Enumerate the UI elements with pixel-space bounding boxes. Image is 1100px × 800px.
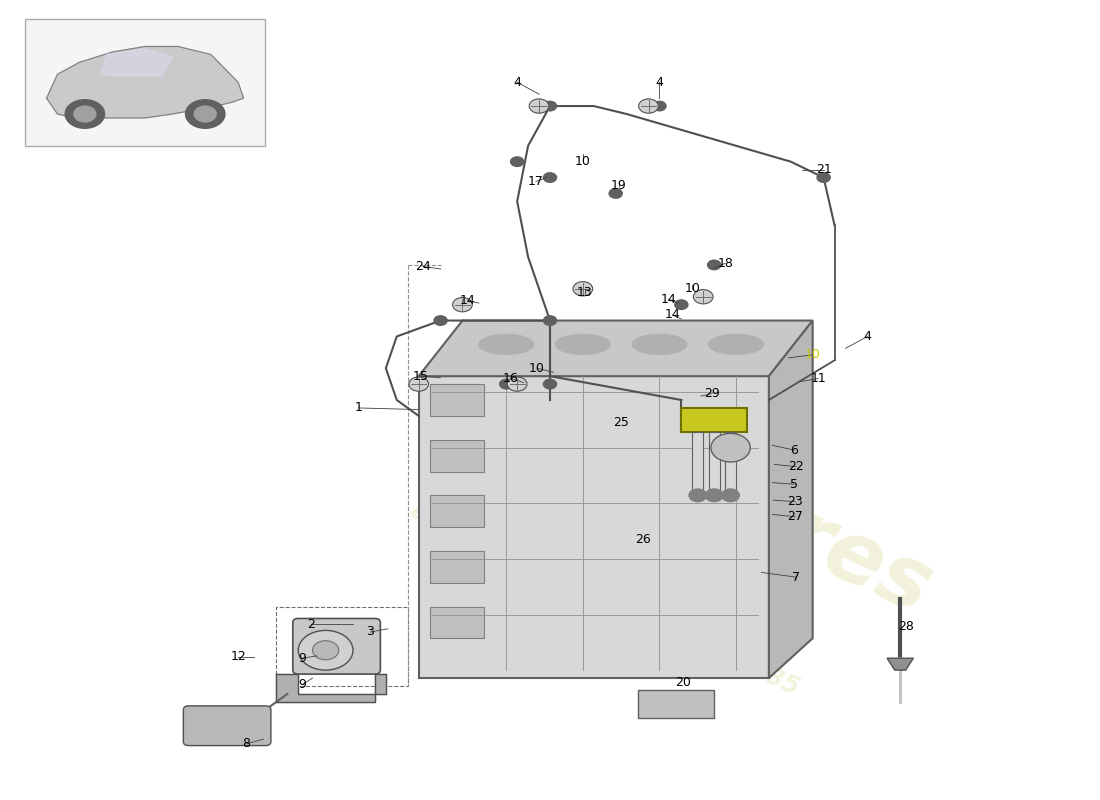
Text: 27: 27 <box>788 510 803 523</box>
Circle shape <box>711 434 750 462</box>
Text: 13: 13 <box>578 286 593 299</box>
Bar <box>276 606 408 686</box>
Circle shape <box>529 99 549 114</box>
Polygon shape <box>769 321 813 678</box>
Bar <box>638 690 714 718</box>
Circle shape <box>434 316 447 326</box>
Circle shape <box>707 260 721 270</box>
Text: 24: 24 <box>415 260 431 273</box>
Text: 4: 4 <box>656 76 663 89</box>
Text: 4: 4 <box>864 330 871 343</box>
Text: 9: 9 <box>299 652 307 665</box>
Circle shape <box>722 489 739 502</box>
Text: 10: 10 <box>805 348 821 362</box>
Ellipse shape <box>556 334 610 354</box>
Text: 3: 3 <box>366 626 374 638</box>
Text: 15: 15 <box>412 370 429 382</box>
Text: 10: 10 <box>684 282 701 295</box>
Text: 28: 28 <box>898 620 914 633</box>
Text: 17: 17 <box>528 175 543 188</box>
Text: 8: 8 <box>242 738 250 750</box>
Polygon shape <box>101 49 173 76</box>
Text: 4: 4 <box>514 76 521 89</box>
Polygon shape <box>419 321 813 376</box>
Circle shape <box>639 99 658 114</box>
Circle shape <box>543 379 557 389</box>
Bar <box>725 432 736 495</box>
Bar <box>430 551 484 582</box>
Polygon shape <box>46 46 243 118</box>
Circle shape <box>689 489 706 502</box>
FancyBboxPatch shape <box>293 618 381 674</box>
Circle shape <box>573 282 593 296</box>
Circle shape <box>409 377 429 391</box>
Circle shape <box>693 290 713 304</box>
Text: 22: 22 <box>789 460 804 474</box>
Text: 20: 20 <box>675 675 692 689</box>
Bar <box>692 432 703 495</box>
Text: 12: 12 <box>230 650 246 663</box>
Text: 14: 14 <box>664 309 681 322</box>
Text: 10: 10 <box>575 155 591 168</box>
Circle shape <box>452 298 472 312</box>
Text: a passion for parts since 1985: a passion for parts since 1985 <box>407 498 803 699</box>
Circle shape <box>653 102 666 111</box>
Circle shape <box>499 379 513 389</box>
Text: 5: 5 <box>790 478 799 490</box>
FancyBboxPatch shape <box>419 376 769 678</box>
Text: 14: 14 <box>660 293 676 306</box>
Circle shape <box>186 100 224 128</box>
Text: 10: 10 <box>529 362 544 374</box>
Circle shape <box>65 100 104 128</box>
Text: 6: 6 <box>790 443 798 457</box>
Ellipse shape <box>632 334 686 354</box>
Bar <box>430 440 484 471</box>
Text: 18: 18 <box>717 257 733 270</box>
Circle shape <box>510 157 524 166</box>
Circle shape <box>609 189 623 198</box>
Text: 26: 26 <box>635 533 651 546</box>
Text: 25: 25 <box>613 416 629 429</box>
Polygon shape <box>276 674 386 702</box>
Text: 29: 29 <box>704 387 719 400</box>
Circle shape <box>543 173 557 182</box>
Text: 21: 21 <box>816 163 832 176</box>
Text: 9: 9 <box>299 678 307 691</box>
Bar <box>708 432 719 495</box>
Circle shape <box>543 102 557 111</box>
Bar <box>430 495 484 527</box>
Circle shape <box>543 316 557 326</box>
Bar <box>24 18 265 146</box>
Text: 19: 19 <box>612 179 627 192</box>
Circle shape <box>195 106 217 122</box>
Text: 2: 2 <box>308 618 316 630</box>
Text: 16: 16 <box>503 372 518 385</box>
Text: 7: 7 <box>792 570 801 584</box>
Polygon shape <box>887 658 913 670</box>
FancyBboxPatch shape <box>184 706 271 746</box>
Polygon shape <box>681 408 747 432</box>
Text: 1: 1 <box>354 402 362 414</box>
Text: 23: 23 <box>788 495 803 508</box>
Circle shape <box>74 106 96 122</box>
Bar <box>430 606 484 638</box>
Circle shape <box>817 173 830 182</box>
Circle shape <box>298 630 353 670</box>
Circle shape <box>312 641 339 660</box>
Text: eurospares: eurospares <box>417 326 946 632</box>
Circle shape <box>674 300 688 310</box>
Bar <box>430 384 484 416</box>
Ellipse shape <box>708 334 763 354</box>
Circle shape <box>507 377 527 391</box>
Circle shape <box>705 489 723 502</box>
Ellipse shape <box>478 334 534 354</box>
Text: 11: 11 <box>811 372 826 385</box>
Text: 14: 14 <box>460 294 476 307</box>
